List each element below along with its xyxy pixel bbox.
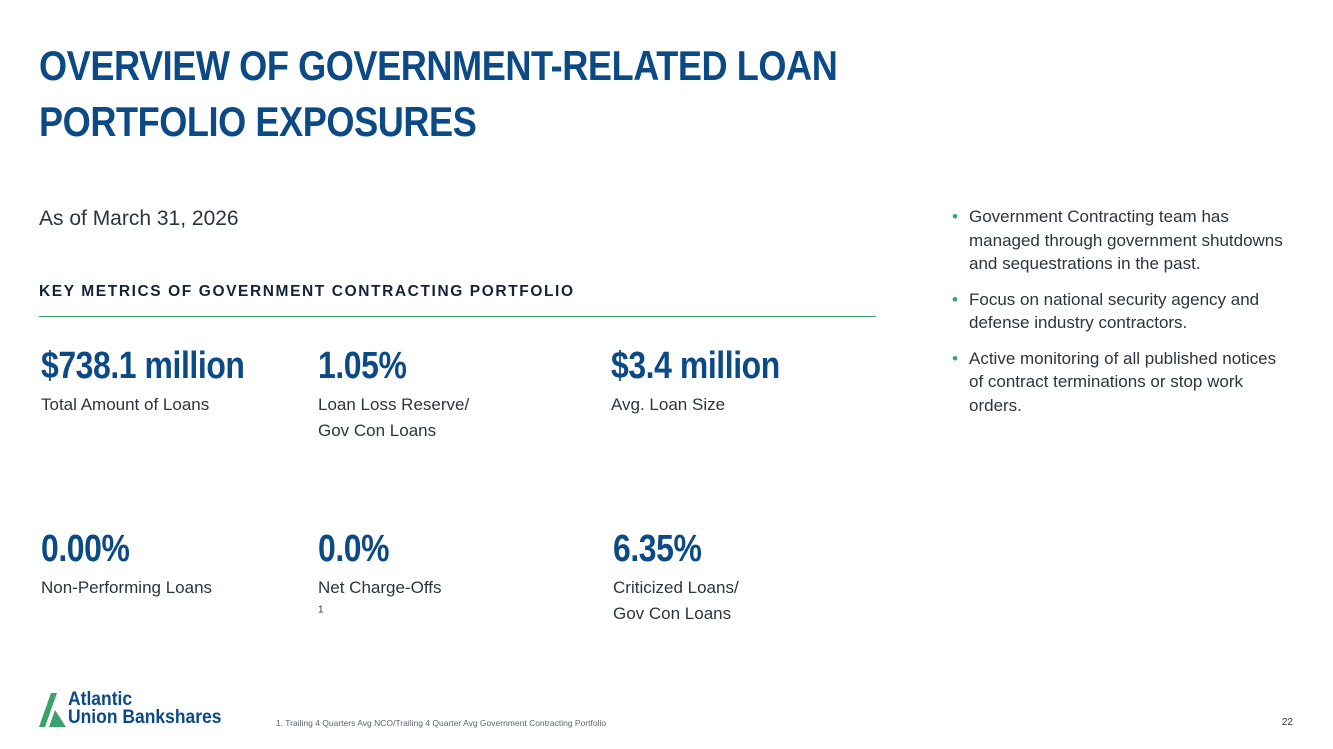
metric-non-performing-loans: 0.00% Non-Performing Loans <box>41 527 212 601</box>
as-of-date: As of March 31, 2026 <box>39 207 239 230</box>
footnote-marker: 1 <box>318 604 324 616</box>
section-heading: KEY METRICS OF GOVERNMENT CONTRACTING PO… <box>39 283 575 300</box>
metric-label-line: Total Amount of Loans <box>41 395 210 414</box>
metric-total-loans: $738.1 million Total Amount of Loans <box>41 344 283 418</box>
logo-line-1: Atlantic <box>68 689 133 710</box>
metric-label-line: Loan Loss Reserve/ <box>318 395 470 414</box>
metric-avg-loan-size: $3.4 million Avg. Loan Size <box>611 344 812 418</box>
metric-label: Loan Loss Reserve/ Gov Con Loans <box>318 392 469 444</box>
metric-value: $3.4 million <box>611 345 780 387</box>
metric-value: 1.05% <box>318 345 407 387</box>
atlantic-union-a-mark-icon <box>39 693 66 727</box>
metric-loan-loss-reserve: 1.05% Loan Loss Reserve/ Gov Con Loans <box>318 344 469 444</box>
metric-label-line: Gov Con Loans <box>318 421 437 440</box>
bullet-item: Active monitoring of all published notic… <box>952 347 1292 418</box>
metric-label-line: Gov Con Loans <box>613 604 732 623</box>
metric-value: 0.00% <box>41 528 130 570</box>
logo-line-2: Union Bankshares <box>68 707 222 728</box>
section-divider <box>39 316 876 317</box>
metric-label: Net Charge-Offs 1 <box>318 575 441 627</box>
logo-wordmark: Atlantic Union Bankshares <box>68 689 222 728</box>
metric-label-line: Non-Performing Loans <box>41 578 213 597</box>
metric-label-line: Net Charge-Offs 1 <box>318 575 441 627</box>
page-title-line-1: OVERVIEW OF GOVERNMENT-RELATED LOAN <box>39 42 838 89</box>
metric-criticized-loans: 6.35% Criticized Loans/ Gov Con Loans <box>613 527 739 627</box>
bullet-item: Focus on national security agency and de… <box>952 288 1292 335</box>
page-title: OVERVIEW OF GOVERNMENT-RELATED LOAN PORT… <box>39 38 838 150</box>
metric-value: 6.35% <box>613 528 702 570</box>
company-logo: Atlantic Union Bankshares <box>39 689 259 731</box>
metric-label: Criticized Loans/ Gov Con Loans <box>613 575 739 627</box>
metric-label: Avg. Loan Size <box>611 392 812 418</box>
metric-value: $738.1 million <box>41 345 245 387</box>
metric-label: Total Amount of Loans <box>41 392 283 418</box>
metric-label: Non-Performing Loans <box>41 575 212 601</box>
metric-label-line: Criticized Loans/ <box>613 578 739 597</box>
page-number: 22 <box>1281 717 1293 728</box>
footnote: 1. Trailing 4 Quarters Avg NCO/Trailing … <box>276 718 607 728</box>
bullet-list: Government Contracting team has managed … <box>952 205 1292 429</box>
metric-net-charge-offs: 0.0% Net Charge-Offs 1 <box>318 527 441 627</box>
metric-label-line: Avg. Loan Size <box>611 395 726 414</box>
page-title-line-2: PORTFOLIO EXPOSURES <box>39 98 477 145</box>
metric-value: 0.0% <box>318 528 390 570</box>
bullet-item: Government Contracting team has managed … <box>952 205 1292 276</box>
metric-label-text: Net Charge-Offs <box>318 578 442 597</box>
